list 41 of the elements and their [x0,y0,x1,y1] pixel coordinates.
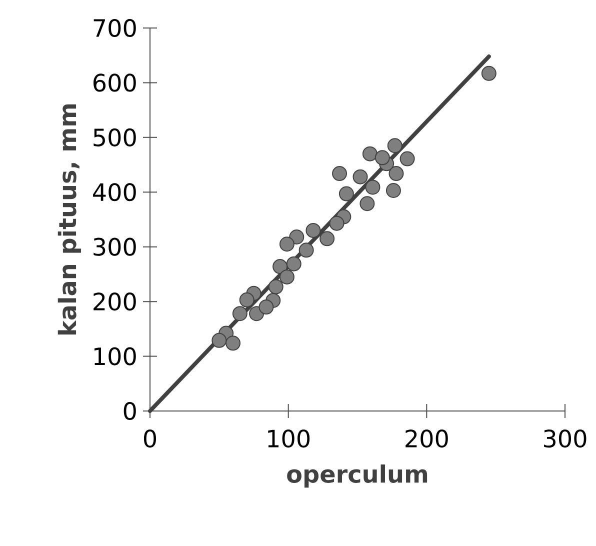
point [212,332,227,348]
point [365,180,380,195]
y-tick-label: 100 [94,347,136,366]
y-axis-title: kalan pituus, mm [58,104,81,334]
point [338,186,354,202]
point [268,279,284,294]
point [258,300,274,315]
point [360,196,375,212]
x-axis-title: operculum [287,464,428,488]
y-tick-label: 700 [94,18,136,38]
y-tick-label: 0 [124,402,136,420]
point [226,336,241,351]
point [352,169,368,184]
point [232,306,248,322]
point [298,242,314,258]
point [306,222,321,238]
point [386,182,401,198]
y-tick-label: 300 [94,238,136,256]
point [362,146,378,162]
point [329,216,344,231]
point [289,230,304,245]
y-tick-label: 600 [94,74,136,92]
y-tick-label: 400 [93,183,136,202]
point [239,292,254,308]
y-tick-label: 500 [94,128,136,146]
x-tick-label: 100 [268,430,310,448]
x-tick-label: 200 [406,430,448,448]
point [481,66,496,81]
point [387,138,402,154]
x-tick-label: 300 [544,430,586,448]
point [320,231,335,246]
x-tick-label: 0 [144,430,156,448]
point [279,269,294,284]
point [272,259,288,274]
point [374,150,390,166]
point [286,256,302,272]
y-tick-label: 200 [94,292,136,311]
point [279,236,294,252]
point [332,166,348,182]
point [400,151,415,166]
point [388,166,404,182]
